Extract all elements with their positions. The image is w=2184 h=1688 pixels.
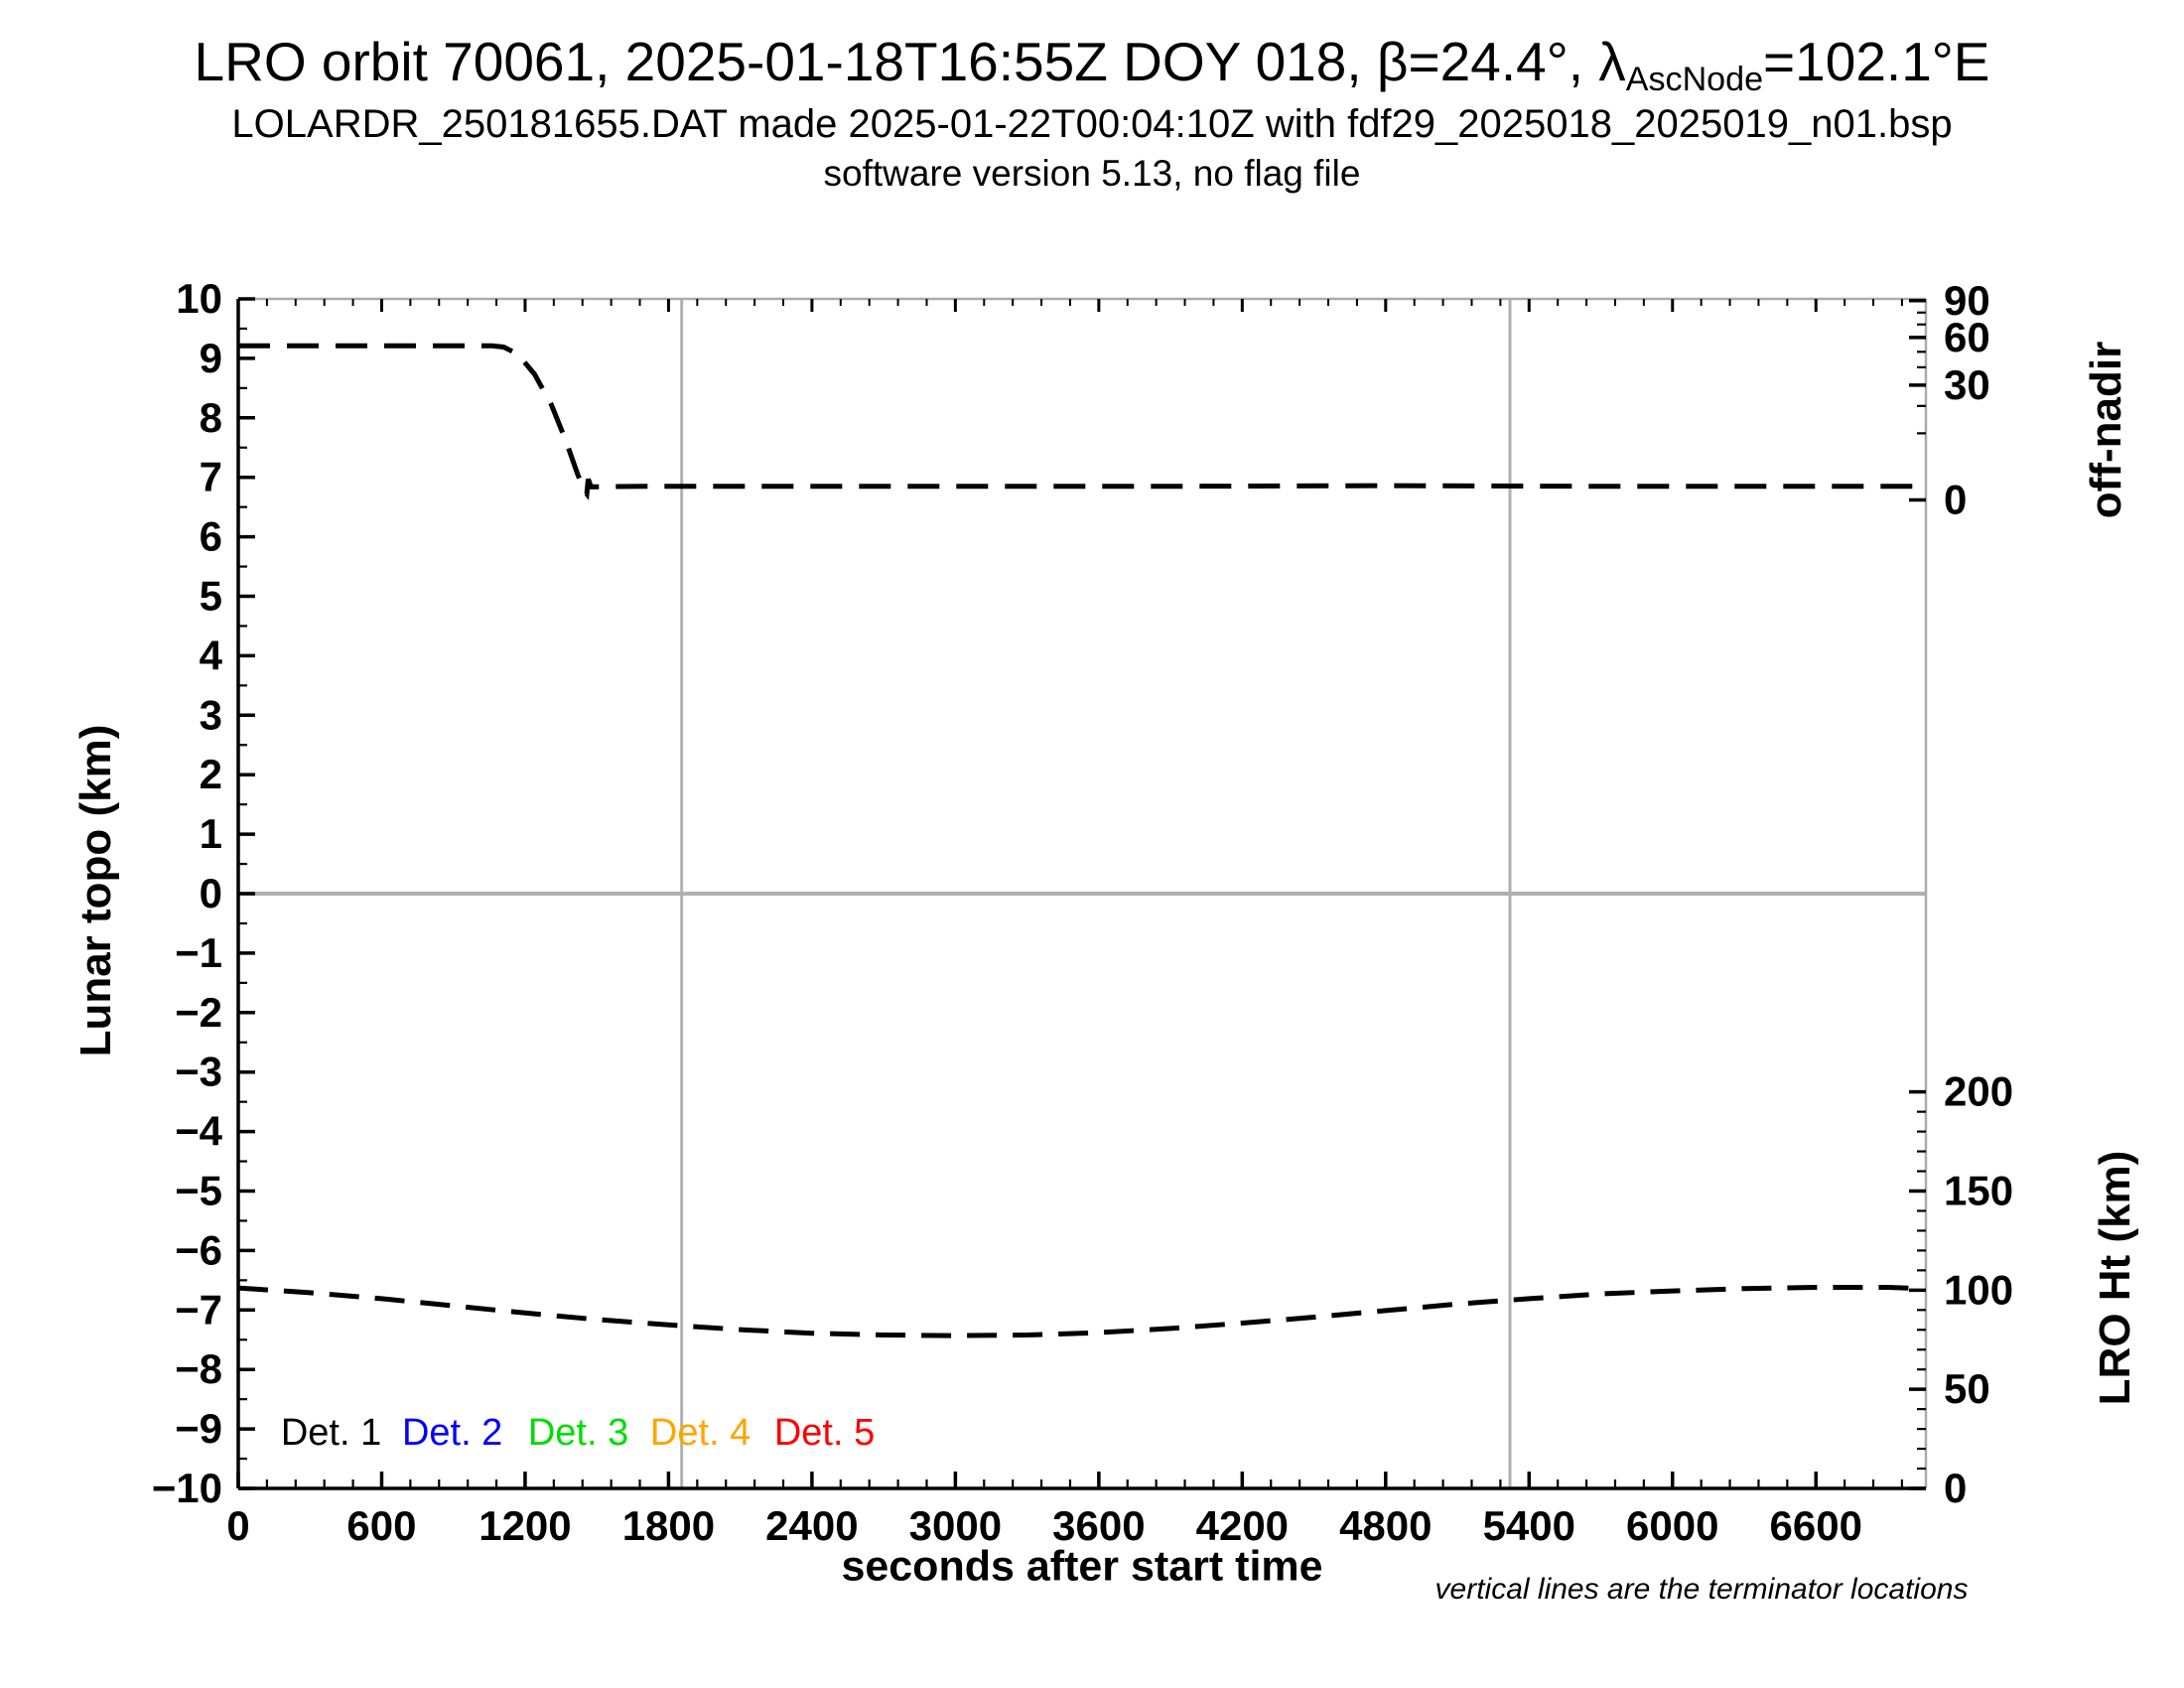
left-tick-label: −2	[175, 989, 222, 1036]
left-tick-label: 10	[176, 275, 222, 322]
x-axis-title: seconds after start time	[841, 1542, 1323, 1591]
left-tick-label: 5	[200, 573, 222, 620]
left-tick-label: −4	[175, 1108, 223, 1155]
left-tick-label: −10	[152, 1465, 222, 1511]
lro-height-curve	[237, 1285, 1922, 1338]
legend-det-3: Det. 3	[528, 1412, 628, 1454]
left-tick-label: 4	[200, 632, 223, 678]
x-tick-label: 4800	[1339, 1502, 1432, 1549]
title-main: LRO orbit 70061, 2025-01-18T16:55Z DOY 0…	[194, 31, 1626, 92]
off-nadir-tick-label: 0	[1944, 476, 1967, 522]
off-nadir-curve	[238, 343, 1922, 500]
x-tick-label: 5400	[1483, 1502, 1575, 1549]
off-nadir-tick-label: 30	[1944, 361, 1990, 408]
left-tick-label: −5	[175, 1168, 222, 1214]
lro-ht-tick-label: 0	[1944, 1465, 1967, 1511]
legend-det-2: Det. 2	[402, 1412, 502, 1454]
title-subscript: AscNode	[1625, 60, 1764, 98]
off-nadir-tick-label: 60	[1944, 314, 1990, 360]
left-tick-label: −9	[175, 1405, 222, 1452]
x-tick-label: 6000	[1626, 1502, 1718, 1549]
x-tick-label: 0	[226, 1502, 249, 1549]
terminator-note: vertical lines are the terminator locati…	[1434, 1573, 1969, 1606]
left-tick-label: 7	[200, 454, 222, 500]
lro-ht-tick-label: 100	[1944, 1266, 2013, 1313]
left-tick-label: 2	[200, 751, 222, 797]
off-nadir-tick-label: 90	[1944, 277, 1990, 324]
page-title: LRO orbit 70061, 2025-01-18T16:55Z DOY 0…	[0, 30, 2184, 98]
software-version-line: software version 5.13, no flag file	[823, 153, 1361, 194]
left-tick-label: 3	[200, 691, 222, 738]
left-tick-label: 8	[200, 394, 222, 441]
x-tick-label: 600	[346, 1502, 416, 1549]
left-tick-label: −3	[175, 1049, 222, 1095]
left-tick-label: −1	[175, 929, 222, 976]
lro-ht-tick-label: 50	[1944, 1365, 1990, 1412]
x-tick-label: 1800	[622, 1502, 715, 1549]
x-tick-label: 3000	[909, 1502, 1002, 1549]
x-tick-label: 4200	[1196, 1502, 1289, 1549]
legend-det-4: Det. 4	[650, 1412, 751, 1454]
lro-ht-tick-label: 200	[1944, 1068, 2013, 1115]
left-tick-label: 6	[200, 513, 222, 560]
left-tick-label: 9	[200, 335, 222, 381]
x-tick-label: 2400	[765, 1502, 858, 1549]
data-file-subtitle: LOLARDR_250181655.DAT made 2025-01-22T00…	[231, 102, 1953, 146]
title-suffix: =102.1°E	[1763, 31, 1990, 92]
left-tick-label: 0	[200, 870, 222, 916]
left-tick-label: −7	[175, 1286, 222, 1333]
x-tick-label: 6600	[1770, 1502, 1862, 1549]
left-tick-label: −6	[175, 1226, 222, 1273]
left-tick-label: −8	[175, 1345, 222, 1392]
legend-det-1: Det. 1	[281, 1412, 381, 1454]
lro-ht-tick-label: 150	[1944, 1168, 2013, 1214]
legend-det-5: Det. 5	[774, 1412, 875, 1454]
x-tick-label: 1200	[478, 1502, 571, 1549]
left-tick-label: 1	[200, 810, 222, 857]
x-tick-label: 3600	[1052, 1502, 1145, 1549]
